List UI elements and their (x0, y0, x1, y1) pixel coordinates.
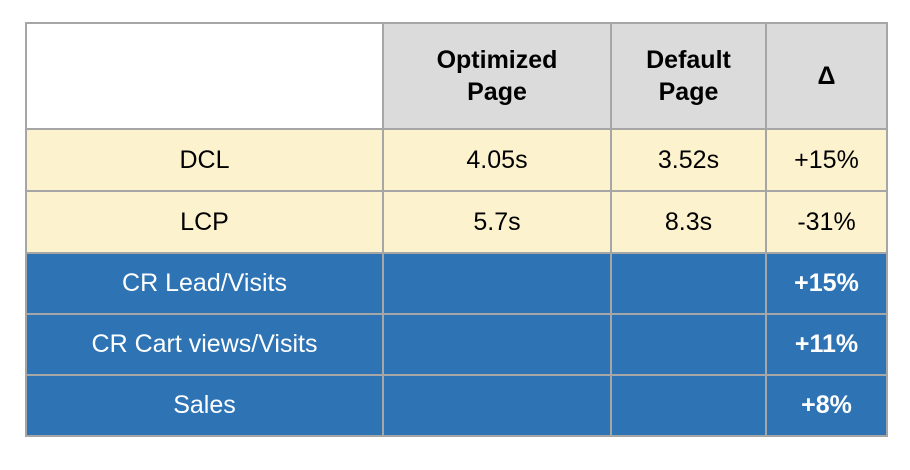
lcp-default-value: 8.3s (610, 190, 767, 254)
header-default-page: Default Page (610, 22, 767, 130)
lcp-row-label: LCP (25, 190, 384, 254)
cr-cart-delta-value: +11% (765, 313, 888, 376)
table-row-lcp: LCP 5.7s 8.3s -31% (25, 190, 888, 254)
lcp-delta-value: -31% (765, 190, 888, 254)
cr-lead-delta-value: +15% (765, 252, 888, 315)
cr-lead-row-label: CR Lead/Visits (25, 252, 384, 315)
lcp-optimized-value: 5.7s (382, 190, 612, 254)
metrics-comparison-table: Optimized Page Default Page Δ DCL 4.05s … (25, 22, 888, 437)
metrics-comparison-panel: Optimized Page Default Page Δ DCL 4.05s … (25, 22, 888, 437)
cr-lead-optimized-value (382, 252, 612, 315)
table-row-cr-cart-views-visits: CR Cart views/Visits +11% (25, 313, 888, 376)
header-optimized-page: Optimized Page (382, 22, 612, 130)
sales-default-value (610, 374, 767, 437)
dcl-row-label: DCL (25, 128, 384, 192)
cr-cart-default-value (610, 313, 767, 376)
cr-cart-row-label: CR Cart views/Visits (25, 313, 384, 376)
sales-delta-value: +8% (765, 374, 888, 437)
dcl-optimized-value: 4.05s (382, 128, 612, 192)
sales-row-label: Sales (25, 374, 384, 437)
sales-optimized-value (382, 374, 612, 437)
dcl-delta-value: +15% (765, 128, 888, 192)
header-empty-cell (25, 22, 384, 130)
header-delta: Δ (765, 22, 888, 130)
table-row-dcl: DCL 4.05s 3.52s +15% (25, 128, 888, 192)
header-row: Optimized Page Default Page Δ (25, 22, 888, 130)
cr-lead-default-value (610, 252, 767, 315)
table-row-cr-lead-visits: CR Lead/Visits +15% (25, 252, 888, 315)
cr-cart-optimized-value (382, 313, 612, 376)
dcl-default-value: 3.52s (610, 128, 767, 192)
table-row-sales: Sales +8% (25, 374, 888, 437)
